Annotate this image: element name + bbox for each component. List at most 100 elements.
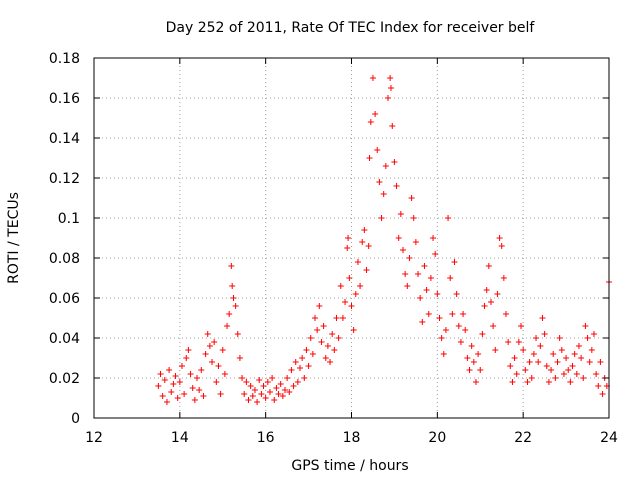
data-point [301,375,308,381]
data-point [245,397,252,403]
y-tick-label: 0.12 [49,171,80,187]
data-point [155,383,162,389]
data-point [365,243,372,249]
data-point [513,371,520,377]
data-point [204,331,211,337]
data-point [352,291,359,297]
data-point [384,95,391,101]
data-point [395,235,402,241]
data-point [462,327,469,333]
y-tick-label: 0.1 [58,211,80,227]
data-point [363,267,370,273]
data-point [415,271,422,277]
data-point [357,283,364,289]
data-point [191,397,198,403]
y-tick-label: 0.14 [49,131,80,147]
data-point [226,311,233,317]
data-point [560,371,567,377]
data-point [161,377,168,383]
data-point [258,391,265,397]
data-point [320,323,327,329]
data-point [284,375,291,381]
data-point [209,359,216,365]
data-point [447,275,454,281]
data-point [485,263,492,269]
data-point [337,283,344,289]
data-point [348,303,355,309]
data-point [423,287,430,293]
data-point [213,379,220,385]
data-point [419,319,426,325]
data-point [427,275,434,281]
data-point [597,359,604,365]
data-point [374,147,381,153]
data-point [449,311,456,317]
data-point [397,211,404,217]
data-point [417,295,424,301]
data-point [432,251,439,257]
data-point [187,371,194,377]
data-point [378,215,385,221]
data-point [342,299,349,305]
data-point [588,347,595,353]
data-point [387,75,394,81]
data-point [455,323,462,329]
data-point [466,367,473,373]
data-point [178,363,185,369]
data-point [176,379,183,385]
data-point [232,303,239,309]
data-point [582,323,589,329]
data-point [537,343,544,349]
data-point [569,363,576,369]
data-point [460,311,467,317]
data-point [174,395,181,401]
data-point [556,335,563,341]
data-point [236,355,243,361]
data-point [307,335,314,341]
data-point [543,363,550,369]
data-point [189,385,196,391]
data-point [545,379,552,385]
y-tick-label: 0.04 [49,331,80,347]
data-point [530,351,537,357]
x-tick-label: 16 [257,430,275,446]
data-point [372,111,379,117]
data-point [243,379,250,385]
x-tick-label: 12 [85,430,103,446]
x-tick-label: 24 [600,430,618,446]
data-point [271,397,278,403]
data-point [170,381,177,387]
data-point [322,355,329,361]
y-tick-labels: 0 0.02 0.04 0.06 0.08 0.1 0.12 0.14 0.16 0.18 [49,51,80,427]
data-point [206,343,213,349]
data-point [567,379,574,385]
data-point [221,371,228,377]
data-point [421,263,428,269]
y-tick-label: 0.08 [49,251,80,267]
data-point [324,343,331,349]
data-point [376,179,383,185]
data-point [412,239,419,245]
data-point [380,191,387,197]
data-point [316,303,323,309]
data-point [229,283,236,289]
data-point [281,387,288,393]
data-point [215,363,222,369]
data-point [526,359,533,365]
data-point [219,347,226,353]
data-point [483,287,490,293]
data-point [490,323,497,329]
data-point [406,255,413,261]
data-point [166,367,173,373]
data-point [309,351,316,357]
data-point [558,347,565,353]
data-point [571,351,578,357]
data-point [367,119,374,125]
data-point [464,355,471,361]
data-point [273,385,280,391]
data-point [518,323,525,329]
data-point [387,85,394,91]
data-point [290,383,297,389]
y-axis-label: ROTI / TECUs [6,192,22,284]
